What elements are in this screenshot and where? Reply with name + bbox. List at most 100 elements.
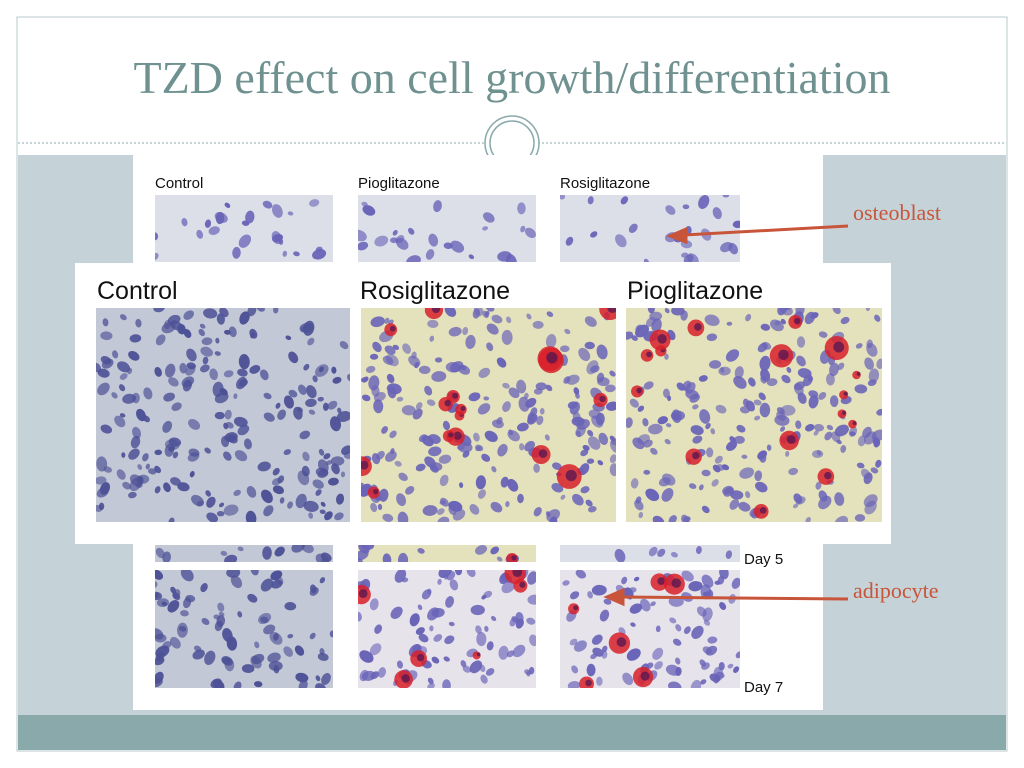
cell <box>301 545 314 554</box>
cell <box>448 621 455 627</box>
cell <box>457 444 465 451</box>
adipocyte-core <box>519 581 526 588</box>
cell <box>183 597 192 609</box>
cell <box>155 656 165 666</box>
cell <box>469 660 483 674</box>
cell <box>165 363 176 378</box>
cell <box>103 466 112 473</box>
adipocyte-core <box>794 317 801 325</box>
cell <box>796 336 806 348</box>
cell <box>645 488 660 502</box>
cell <box>437 516 450 522</box>
micrograph <box>155 570 333 688</box>
cell <box>770 319 784 332</box>
adipocyte-core <box>671 578 682 588</box>
cell <box>699 659 706 667</box>
cell <box>283 646 293 657</box>
cell <box>409 613 420 627</box>
cell <box>500 476 509 488</box>
cell <box>481 594 487 600</box>
cell <box>866 339 873 349</box>
cell <box>691 625 704 639</box>
micrograph-content <box>155 570 333 688</box>
cell <box>263 624 276 635</box>
cell <box>121 452 126 458</box>
cell <box>672 638 682 646</box>
cell <box>218 502 225 508</box>
micrograph <box>96 308 350 522</box>
cell <box>468 254 475 260</box>
cell <box>614 548 626 562</box>
cell <box>291 545 306 553</box>
arrowhead <box>666 226 688 245</box>
cell <box>443 242 453 250</box>
cell <box>517 493 524 504</box>
cell <box>142 453 149 462</box>
cell <box>433 200 442 213</box>
cell <box>735 651 740 659</box>
cell <box>297 470 310 486</box>
cell <box>448 500 463 512</box>
cell <box>508 387 520 399</box>
cell <box>597 460 604 466</box>
cell <box>438 454 452 464</box>
cell <box>182 379 192 392</box>
cell <box>381 426 389 434</box>
cell <box>370 502 378 513</box>
cell <box>142 415 150 423</box>
cell <box>664 439 671 445</box>
cell <box>535 382 547 391</box>
cell <box>490 546 500 555</box>
cell <box>442 679 451 688</box>
cell <box>247 308 257 317</box>
cell <box>283 449 292 456</box>
cell <box>683 626 691 635</box>
cell <box>706 333 718 342</box>
cell <box>277 475 285 484</box>
cell <box>226 570 241 578</box>
cell <box>254 641 260 649</box>
cell <box>439 474 449 487</box>
cell <box>571 665 579 674</box>
cell <box>424 456 436 468</box>
micrograph-content <box>358 545 536 562</box>
cell <box>575 570 587 579</box>
micrograph <box>361 308 616 522</box>
cell <box>609 463 616 477</box>
cell <box>293 406 303 420</box>
cell <box>603 598 612 605</box>
cell <box>873 438 881 448</box>
day-label: Day 5 <box>744 551 783 568</box>
cell <box>517 202 526 215</box>
cell <box>258 612 272 625</box>
cell <box>156 598 170 607</box>
cell <box>781 374 791 384</box>
cell <box>527 571 536 585</box>
cell <box>294 645 305 656</box>
cell <box>759 355 771 371</box>
cell <box>526 313 532 320</box>
micrograph-content <box>96 308 350 522</box>
cell <box>343 451 350 460</box>
cell <box>760 368 771 382</box>
cell <box>385 451 397 462</box>
cell <box>874 314 881 322</box>
cell <box>690 425 704 435</box>
cell <box>470 604 485 616</box>
cell <box>172 592 181 601</box>
cell <box>733 376 747 389</box>
adipocyte-core <box>401 674 410 683</box>
cell <box>178 625 187 632</box>
cell <box>507 430 520 442</box>
cell <box>519 443 525 451</box>
cell <box>795 496 806 505</box>
cell <box>587 429 594 437</box>
cell <box>486 641 494 651</box>
cell <box>237 424 250 436</box>
cell <box>657 548 666 557</box>
cell <box>234 450 248 462</box>
cell <box>233 489 241 497</box>
cell <box>427 319 439 328</box>
cell <box>466 570 476 578</box>
cell <box>172 451 179 459</box>
